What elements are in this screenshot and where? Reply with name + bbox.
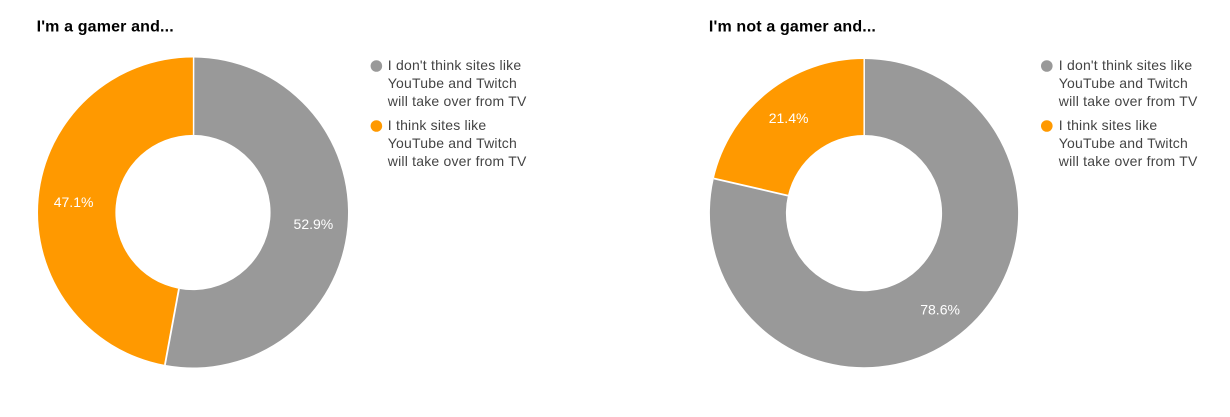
svg-text:I think sites like: I think sites like: [388, 117, 487, 133]
svg-text:52.9%: 52.9%: [294, 216, 334, 232]
svg-text:will take over from TV: will take over from TV: [1058, 93, 1198, 109]
svg-text:will take over from TV: will take over from TV: [387, 93, 527, 109]
svg-text:I don't think sites like: I don't think sites like: [388, 57, 522, 73]
svg-text:YouTube and Twitch: YouTube and Twitch: [388, 75, 517, 91]
svg-text:I'm a gamer and...: I'm a gamer and...: [37, 18, 174, 35]
svg-text:I don't think sites like: I don't think sites like: [1059, 57, 1193, 73]
svg-text:YouTube and Twitch: YouTube and Twitch: [1059, 135, 1188, 151]
svg-text:YouTube and Twitch: YouTube and Twitch: [1059, 75, 1188, 91]
svg-text:I'm not a gamer and...: I'm not a gamer and...: [709, 18, 876, 35]
svg-text:will take over from TV: will take over from TV: [387, 153, 527, 169]
svg-text:78.6%: 78.6%: [920, 301, 960, 317]
svg-text:will take over from TV: will take over from TV: [1058, 153, 1198, 169]
svg-text:I think sites like: I think sites like: [1059, 117, 1158, 133]
svg-text:21.4%: 21.4%: [769, 110, 809, 126]
svg-text:47.1%: 47.1%: [54, 194, 94, 210]
svg-text:YouTube and Twitch: YouTube and Twitch: [388, 135, 517, 151]
